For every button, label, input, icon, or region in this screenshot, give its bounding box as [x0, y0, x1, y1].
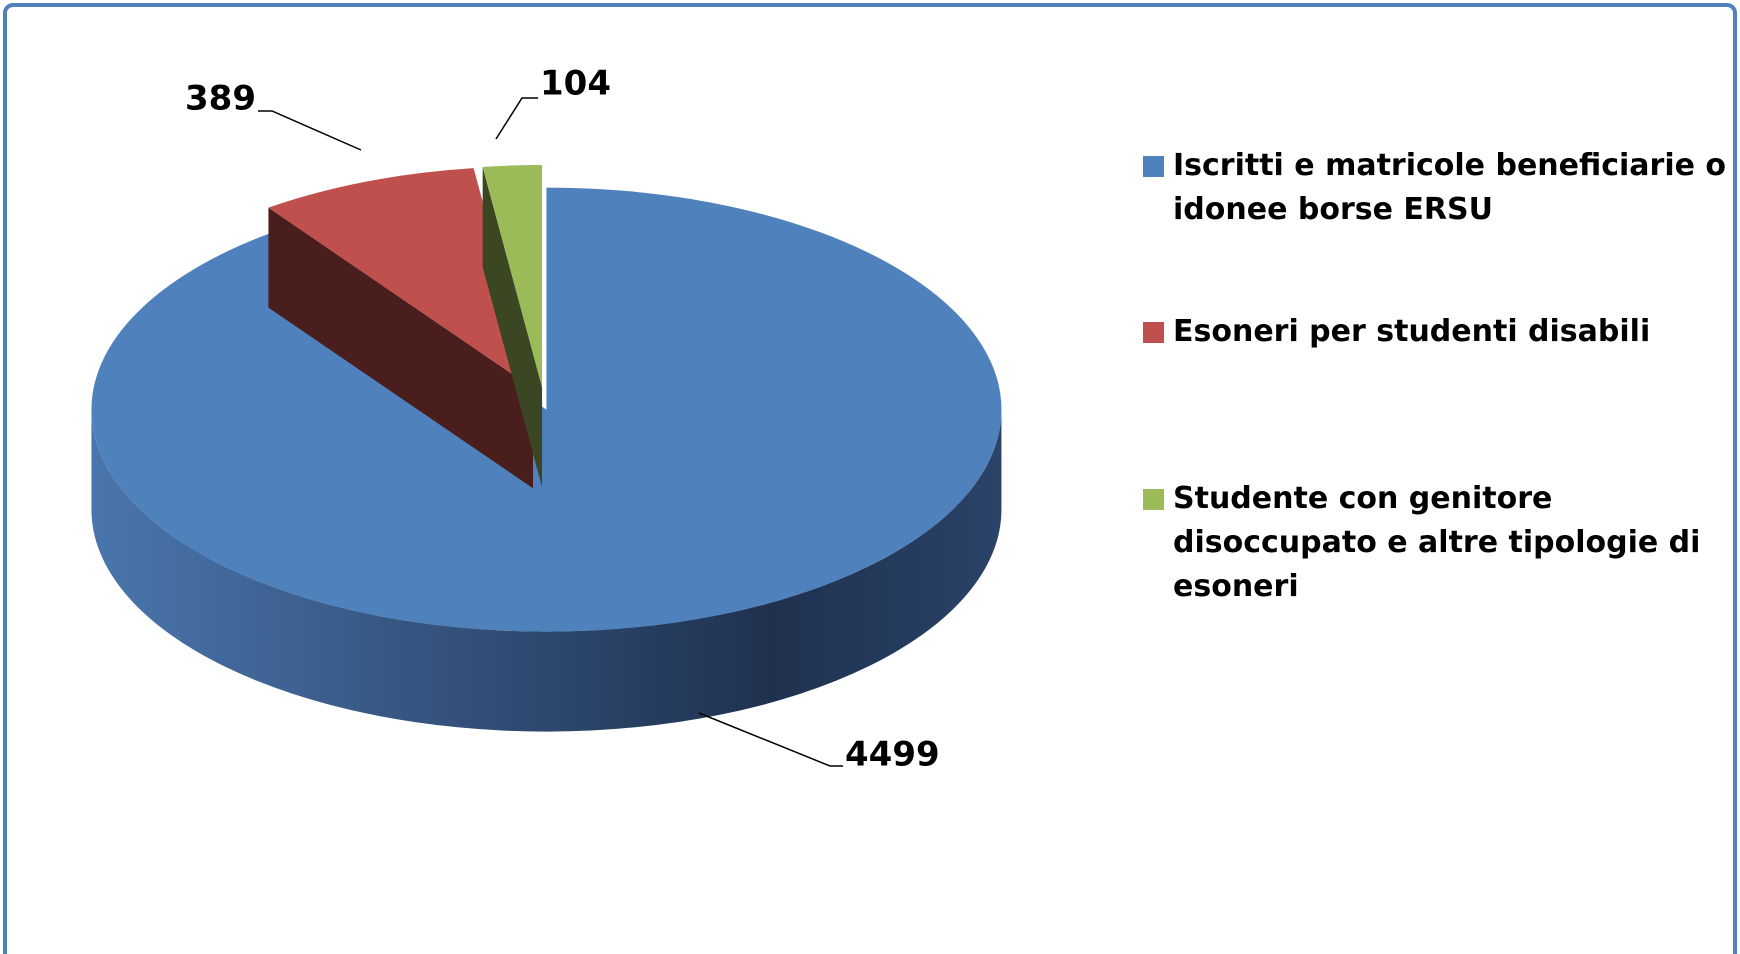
chart-border — [3, 3, 1737, 954]
leader-line — [495, 97, 538, 140]
slice-side — [482, 166, 543, 488]
data-label: 389 — [185, 79, 256, 119]
leader-line — [258, 110, 362, 151]
slice — [268, 168, 533, 389]
data-label: 104 — [540, 64, 611, 104]
slice-wall — [91, 409, 1002, 732]
legend-label: Studente con genitore disoccupato e altr… — [1173, 481, 1701, 604]
slice — [482, 165, 543, 388]
legend-swatch — [1143, 322, 1164, 343]
legend-label: Esoneri per studenti disabili — [1173, 314, 1651, 349]
leader-line — [698, 712, 843, 767]
slice — [91, 187, 1002, 632]
legend-label: Iscritti e matricole beneficiarie o idon… — [1173, 148, 1727, 227]
legend-swatch — [1143, 156, 1164, 177]
slice-side — [268, 207, 533, 489]
data-label: 4499 — [845, 735, 940, 775]
legend-swatch — [1143, 489, 1164, 510]
